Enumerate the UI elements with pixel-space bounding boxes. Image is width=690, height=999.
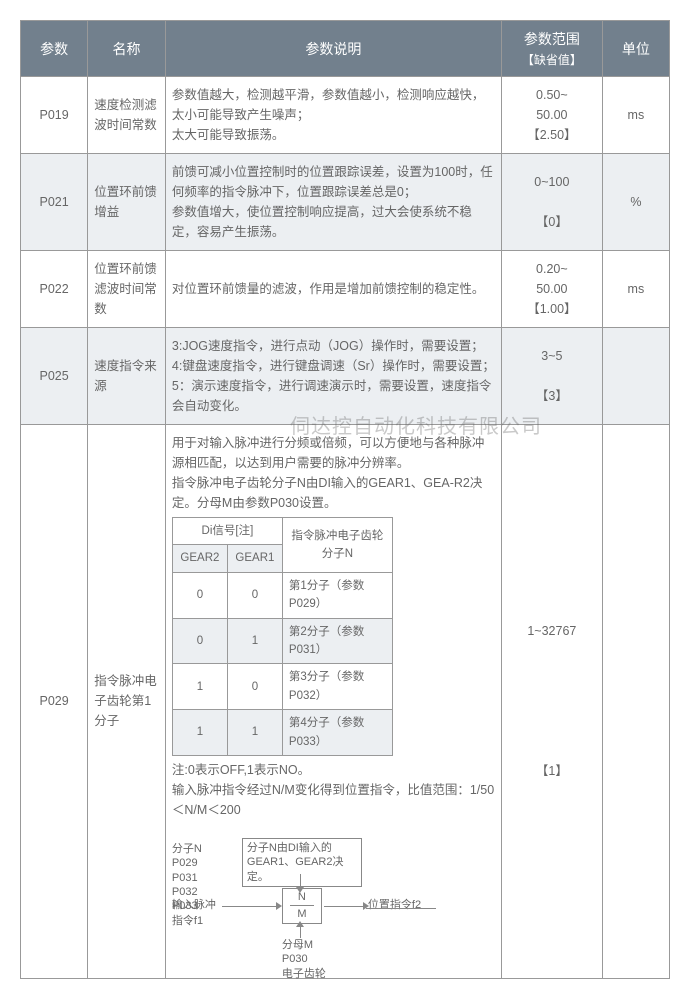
di-n: 第3分子（参数P032） — [282, 664, 392, 710]
header-range-main: 参数范围 — [524, 31, 580, 47]
cell-unit: ms — [602, 77, 669, 154]
table-row: P029 指令脉冲电子齿轮第1分子 用于对输入脉冲进行分频或倍频，可以方便地与各… — [21, 425, 670, 979]
di-table-row: 0 1 第2分子（参数P031） — [172, 618, 392, 664]
parameter-table: 参数 名称 参数说明 参数范围 【缺省值】 单位 P019 速度检测滤波时间常数… — [20, 20, 670, 979]
cell-range: 0~100 【0】 — [501, 154, 602, 251]
cell-param: P022 — [21, 251, 88, 328]
cell-range: 3~5 【3】 — [501, 328, 602, 425]
di-header-gear1: GEAR1 — [227, 545, 282, 572]
diagram-arrow-right-icon — [324, 906, 364, 907]
di-table-row: 1 1 第4分子（参数P033） — [172, 710, 392, 756]
di-gear2: 1 — [172, 710, 227, 756]
cell-desc: 参数值越大，检测越平滑，参数值越小，检测响应越快，太小可能导致产生噪声； 太大可… — [165, 77, 501, 154]
cell-param: P025 — [21, 328, 88, 425]
di-gear1: 0 — [227, 572, 282, 618]
di-n: 第2分子（参数P031） — [282, 618, 392, 664]
di-header-gear2: GEAR2 — [172, 545, 227, 572]
cell-param: P019 — [21, 77, 88, 154]
header-unit: 单位 — [602, 21, 669, 77]
p029-note: 注:0表示OFF,1表示NO。 输入脉冲指令经过N/M变化得到位置指令，比值范围… — [172, 760, 495, 820]
gear-ratio-diagram: 分子N P029 P031 P032 P033 分子N由DI输入的GEAR1、G… — [172, 830, 495, 970]
table-row: P025 速度指令来源 3:JOG速度指令，进行点动（JOG）操作时，需要设置；… — [21, 328, 670, 425]
di-n: 第4分子（参数P033） — [282, 710, 392, 756]
di-header-n: 指令脉冲电子齿轮分子N — [282, 518, 392, 573]
table-row: P022 位置环前馈滤波时间常数 对位置环前馈量的滤波，作用是增加前馈控制的稳定… — [21, 251, 670, 328]
table-row: P019 速度检测滤波时间常数 参数值越大，检测越平滑，参数值越小，检测响应越快… — [21, 77, 670, 154]
di-table-row: 1 0 第3分子（参数P032） — [172, 664, 392, 710]
di-gear1: 0 — [227, 664, 282, 710]
cell-param: P029 — [21, 425, 88, 979]
diagram-arrow-right-icon — [222, 906, 277, 907]
cell-unit — [602, 425, 669, 979]
di-gear1: 1 — [227, 710, 282, 756]
diagram-frac-box — [282, 888, 322, 924]
di-gear2: 0 — [172, 618, 227, 664]
diagram-input-pulse: 输入脉冲 — [172, 898, 216, 912]
di-header-di: Di信号[注] — [172, 518, 282, 545]
di-gear1: 1 — [227, 618, 282, 664]
header-range: 参数范围 【缺省值】 — [501, 21, 602, 77]
cell-name: 速度检测滤波时间常数 — [88, 77, 166, 154]
header-desc: 参数说明 — [165, 21, 501, 77]
cell-desc: 前馈可减小位置控制时的位置跟踪误差，设置为100时，任何频率的指令脉冲下，位置跟… — [165, 154, 501, 251]
cell-name: 速度指令来源 — [88, 328, 166, 425]
header-range-sub: 【缺省值】 — [506, 51, 598, 68]
header-param: 参数 — [21, 21, 88, 77]
cell-range: 0.20~ 50.00 【1.00】 — [501, 251, 602, 328]
cell-desc: 对位置环前馈量的滤波，作用是增加前馈控制的稳定性。 — [165, 251, 501, 328]
cell-range: 1~32767 【1】 — [501, 425, 602, 979]
cell-range: 0.50~ 50.00 【2.50】 — [501, 77, 602, 154]
diagram-cmd-f1: 指令f1 — [172, 914, 203, 928]
p029-intro: 用于对输入脉冲进行分频或倍频，可以方便地与各种脉冲源相匹配，以达到用户需要的脉冲… — [172, 433, 495, 513]
cell-name: 位置环前馈增益 — [88, 154, 166, 251]
cell-unit: ms — [602, 251, 669, 328]
header-name: 名称 — [88, 21, 166, 77]
di-n: 第1分子（参数P029） — [282, 572, 392, 618]
table-row: P021 位置环前馈增益 前馈可减小位置控制时的位置跟踪误差，设置为100时，任… — [21, 154, 670, 251]
diagram-arrow-down-icon — [300, 874, 301, 888]
table-header-row: 参数 名称 参数说明 参数范围 【缺省值】 单位 — [21, 21, 670, 77]
cell-unit: % — [602, 154, 669, 251]
di-table-row: 0 0 第1分子（参数P029） — [172, 572, 392, 618]
cell-param: P021 — [21, 154, 88, 251]
cell-name: 指令脉冲电子齿轮第1分子 — [88, 425, 166, 979]
diagram-m-labels: 分母M P030 电子齿轮 — [282, 938, 326, 981]
cell-name: 位置环前馈滤波时间常数 — [88, 251, 166, 328]
di-gear2: 0 — [172, 572, 227, 618]
diagram-n-box: 分子N由DI输入的GEAR1、GEAR2决定。 — [242, 838, 362, 887]
diagram-underline-icon — [366, 908, 436, 909]
diagram-arrow-up-icon — [300, 926, 301, 938]
cell-unit — [602, 328, 669, 425]
di-signal-table: Di信号[注] 指令脉冲电子齿轮分子N GEAR2 GEAR1 0 0 第1分子… — [172, 517, 393, 756]
di-header-row: Di信号[注] 指令脉冲电子齿轮分子N — [172, 518, 392, 545]
di-gear2: 1 — [172, 664, 227, 710]
diagram-pos-cmd: 位置指令f2 — [368, 898, 421, 912]
cell-desc: 用于对输入脉冲进行分频或倍频，可以方便地与各种脉冲源相匹配，以达到用户需要的脉冲… — [165, 425, 501, 979]
cell-desc: 3:JOG速度指令，进行点动（JOG）操作时，需要设置； 4:键盘速度指令，进行… — [165, 328, 501, 425]
